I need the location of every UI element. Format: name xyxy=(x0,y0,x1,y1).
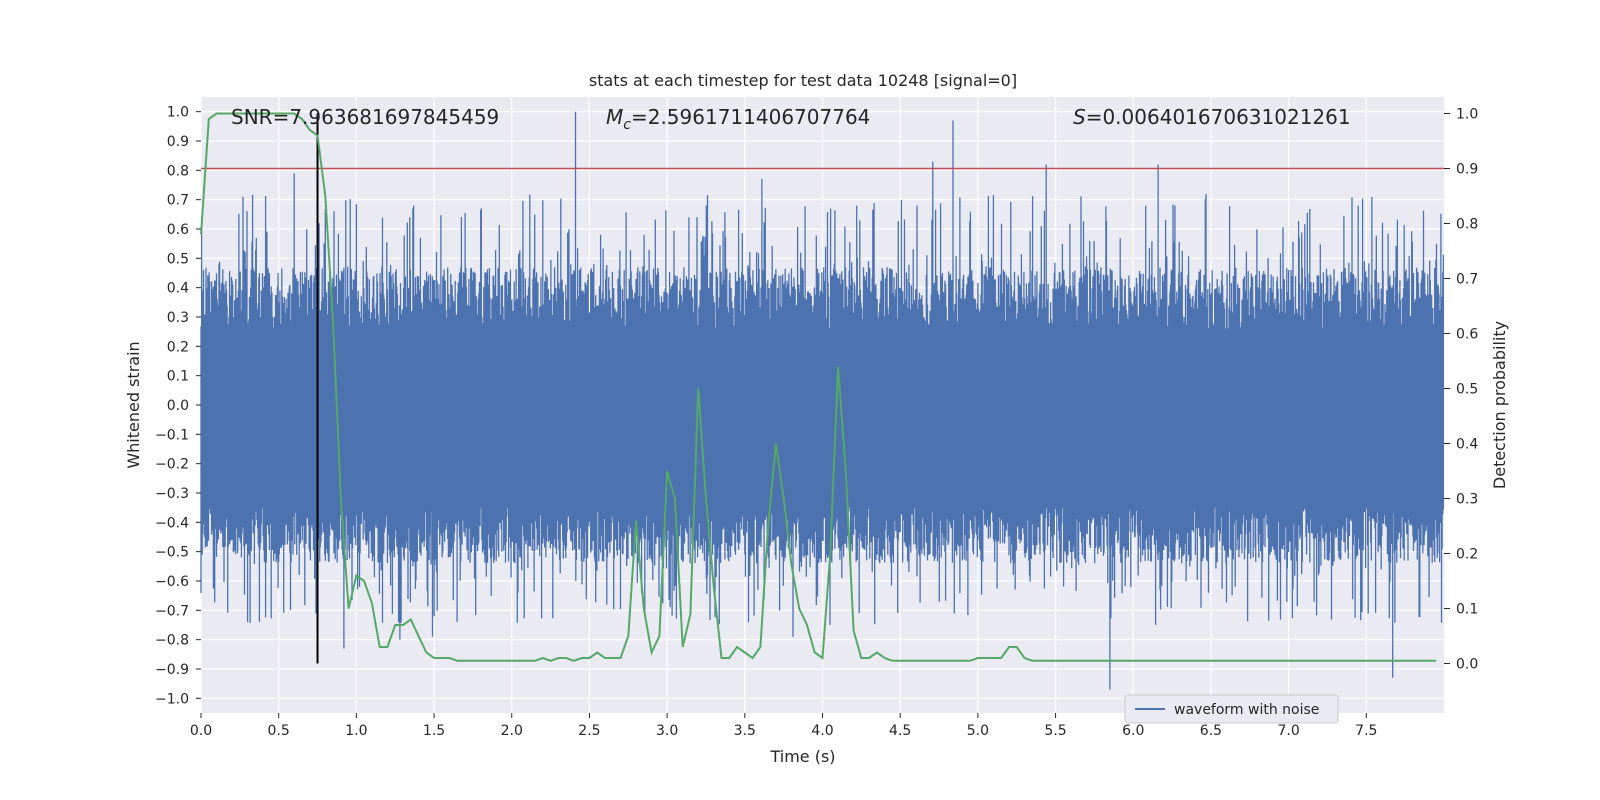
y-right-axis-ticks: 1.0 0.9 0.8 0.7 0.6 0.5 0.4 0.3 0.2 0.1 0.0 xyxy=(1444,107,1478,673)
x-tick-label: 6.5 xyxy=(1200,723,1222,739)
y-left-tick-label: −0.8 xyxy=(155,633,189,649)
snr-label: SNR xyxy=(231,105,273,129)
x-tick-label: 3.0 xyxy=(656,723,678,739)
snr-annotation: SNR=7.963681697845459 xyxy=(231,105,499,129)
y-right-tick-label: 0.4 xyxy=(1456,437,1478,453)
y-right-tick-label: 0.6 xyxy=(1456,327,1478,343)
chirp-mass-value: =2.5961711406707764 xyxy=(631,105,870,129)
x-axis-ticks: 0.0 0.5 1.0 1.5 2.0 2.5 3.0 3.5 4.0 4.5 5.0 5.5 6.0 6… xyxy=(190,713,1377,739)
x-tick-label: 7.5 xyxy=(1355,723,1377,739)
y-left-tick-label: 0.9 xyxy=(167,134,189,150)
y-right-tick-label: 0.0 xyxy=(1456,657,1478,673)
waveform-with-noise-series xyxy=(200,111,1445,690)
chirp-mass-subscript: c xyxy=(623,117,631,133)
x-tick-label: 2.5 xyxy=(578,723,600,739)
snr-value: =7.963681697845459 xyxy=(273,105,500,129)
x-tick-label: 1.0 xyxy=(345,723,367,739)
y-left-tick-label: 0.5 xyxy=(167,251,189,267)
s-annotation: S=0.006401670631021261 xyxy=(1073,105,1351,129)
chart-title: stats at each timestep for test data 102… xyxy=(589,71,1017,90)
s-label: S xyxy=(1073,105,1086,129)
y-left-tick-label: −0.1 xyxy=(155,427,189,443)
x-tick-label: 6.0 xyxy=(1122,723,1144,739)
y-left-tick-label: 0.2 xyxy=(167,339,189,355)
y-left-tick-label: 0.0 xyxy=(167,398,189,414)
detection-probability-line xyxy=(200,112,1437,662)
y-right-tick-label: 0.3 xyxy=(1456,492,1478,508)
x-tick-label: 5.5 xyxy=(1044,723,1066,739)
x-tick-label: 4.5 xyxy=(889,723,911,739)
x-axis-label: Time (s) xyxy=(769,747,835,766)
y-right-tick-label: 0.2 xyxy=(1456,547,1478,563)
y-right-tick-label: 1.0 xyxy=(1456,107,1478,123)
waveform-core-band xyxy=(201,340,1444,508)
y-left-tick-label: 0.6 xyxy=(167,222,189,238)
x-tick-label: 0.5 xyxy=(268,723,290,739)
chirp-mass-annotation: Mc=2.5961711406707764 xyxy=(606,105,870,133)
s-value: =0.006401670631021261 xyxy=(1086,105,1351,129)
y-left-tick-label: 1.0 xyxy=(167,105,189,121)
y-left-tick-label: 0.8 xyxy=(167,163,189,179)
y-left-tick-label: −0.5 xyxy=(155,545,189,561)
y-left-tick-label: −0.3 xyxy=(155,486,189,502)
legend-box xyxy=(1124,694,1339,724)
x-tick-label: 1.5 xyxy=(423,723,445,739)
y-right-tick-label: 0.9 xyxy=(1456,162,1478,178)
y-left-tick-label: −1.0 xyxy=(155,691,189,707)
y-left-tick-label: −0.7 xyxy=(155,603,189,619)
legend: waveform with noise xyxy=(1124,694,1339,724)
y-left-axis-ticks: 1.0 0.9 0.8 0.7 0.6 0.5 0.4 0.3 0.2 0.1 0.0 −0.1 −0.… xyxy=(155,105,201,707)
x-tick-label: 5.0 xyxy=(967,723,989,739)
y-left-tick-label: 0.3 xyxy=(167,310,189,326)
y-left-tick-label: −0.2 xyxy=(155,457,189,473)
y-left-tick-label: −0.6 xyxy=(155,574,189,590)
x-tick-label: 3.5 xyxy=(734,723,756,739)
y-right-axis-label: Detection probability xyxy=(1490,321,1509,489)
y-left-tick-label: 0.7 xyxy=(167,193,189,209)
x-tick-label: 2.0 xyxy=(501,723,523,739)
y-left-tick-label: 0.4 xyxy=(167,281,189,297)
legend-entry-waveform: waveform with noise xyxy=(1174,702,1319,718)
y-right-tick-label: 0.5 xyxy=(1456,382,1478,398)
y-right-tick-label: 0.8 xyxy=(1456,217,1478,233)
x-tick-label: 7.0 xyxy=(1277,723,1299,739)
y-left-tick-label: −0.4 xyxy=(155,515,189,531)
y-left-tick-label: −0.9 xyxy=(155,662,189,678)
x-tick-label: 0.0 xyxy=(190,723,212,739)
chirp-mass-label: M xyxy=(606,105,623,129)
x-tick-label: 4.0 xyxy=(811,723,833,739)
y-left-axis-label: Whitened strain xyxy=(124,341,143,468)
y-left-tick-label: 0.1 xyxy=(167,369,189,385)
y-right-tick-label: 0.7 xyxy=(1456,272,1478,288)
y-right-tick-label: 0.1 xyxy=(1456,602,1478,618)
